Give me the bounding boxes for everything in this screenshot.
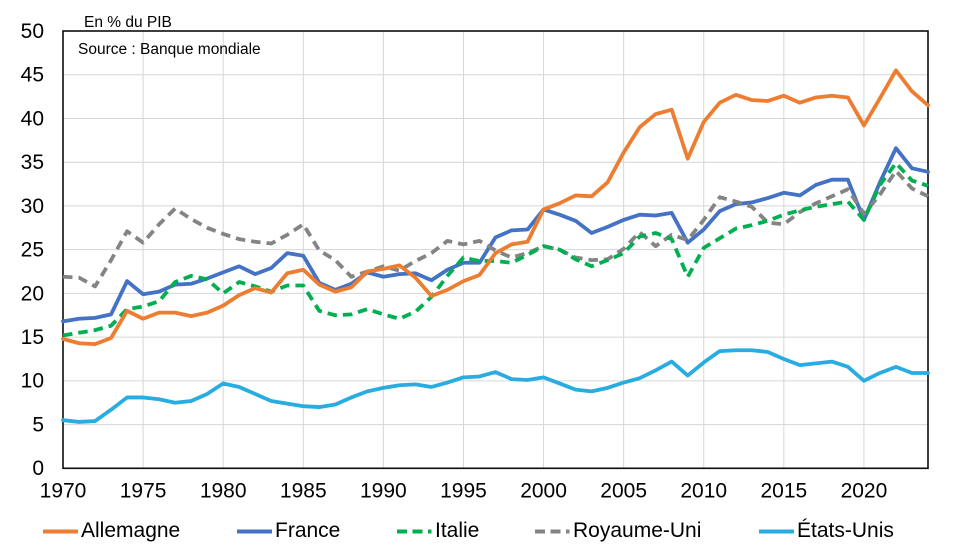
x-tick-label-2000: 2000	[520, 480, 567, 503]
series-line-france	[61, 146, 930, 324]
legend-label-france: France	[275, 519, 341, 542]
legend-item-royaume-uni: Royaume-Uni	[534, 519, 701, 543]
legend-label-allemagne: Allemagne	[81, 519, 181, 542]
y-tick-label-30: 30	[21, 195, 44, 218]
y-tick-label-10: 10	[21, 370, 44, 393]
y-tick-label-50: 50	[21, 20, 44, 43]
y-tick-label-20: 20	[21, 282, 44, 305]
y-tick-label-25: 25	[21, 239, 44, 262]
y-tick-label-40: 40	[21, 107, 44, 130]
legend-swatch-allemagne	[43, 529, 78, 534]
legend-label-royaume-uni: Royaume-Uni	[573, 519, 702, 542]
plot-border	[62, 30, 929, 470]
x-tick-label-1995: 1995	[440, 480, 487, 503]
y-tick-label-35: 35	[21, 151, 44, 174]
x-axis-labels: 1970 1975 1980 1985 1990 1995 2000 2005 2010 2015…	[40, 480, 888, 503]
x-tick-label-1980: 1980	[200, 480, 247, 503]
x-tick-label-2010: 2010	[680, 480, 727, 503]
legend-label-italie: Italie	[435, 519, 480, 542]
x-tick-label-2015: 2015	[760, 480, 807, 503]
legend-swatch-france	[237, 529, 272, 534]
legend-item-tats-unis: États-Unis	[758, 519, 894, 543]
series-line-allemagne	[61, 68, 930, 347]
series-line-tats-unis	[61, 348, 930, 424]
y-axis-labels: 0 5 10 15 20 25 30 35 40 45 50	[21, 20, 44, 480]
legend-swatch-italie	[397, 529, 432, 534]
x-tick-label-1985: 1985	[280, 480, 327, 503]
legend-swatch-tats-unis	[759, 529, 794, 534]
y-tick-label-45: 45	[21, 64, 44, 87]
legend: Allemagne France Italie Royaume-Uni États-Un…	[0, 519, 953, 543]
series-line-royaume-uni	[62, 169, 929, 289]
x-tick-label-1970: 1970	[40, 480, 87, 503]
x-tick-label-1990: 1990	[360, 480, 407, 503]
y-tick-label-15: 15	[21, 326, 44, 349]
x-tick-label-2020: 2020	[841, 480, 888, 503]
legend-item-italie: Italie	[396, 519, 479, 543]
x-tick-label-2005: 2005	[600, 480, 647, 503]
x-tick-label-1975: 1975	[120, 480, 167, 503]
legend-swatch-royaume-uni	[535, 529, 570, 534]
legend-item-allemagne: Allemagne	[42, 519, 180, 543]
legend-label-tats-unis: États-Unis	[797, 519, 894, 542]
series-line-italie	[62, 161, 929, 338]
y-tick-label-5: 5	[32, 413, 44, 436]
source-note: Source : Banque mondiale	[78, 41, 261, 58]
legend-item-france: France	[236, 519, 340, 543]
chart-title: En % du PIB	[84, 14, 172, 31]
y-tick-label-0: 0	[32, 457, 44, 480]
